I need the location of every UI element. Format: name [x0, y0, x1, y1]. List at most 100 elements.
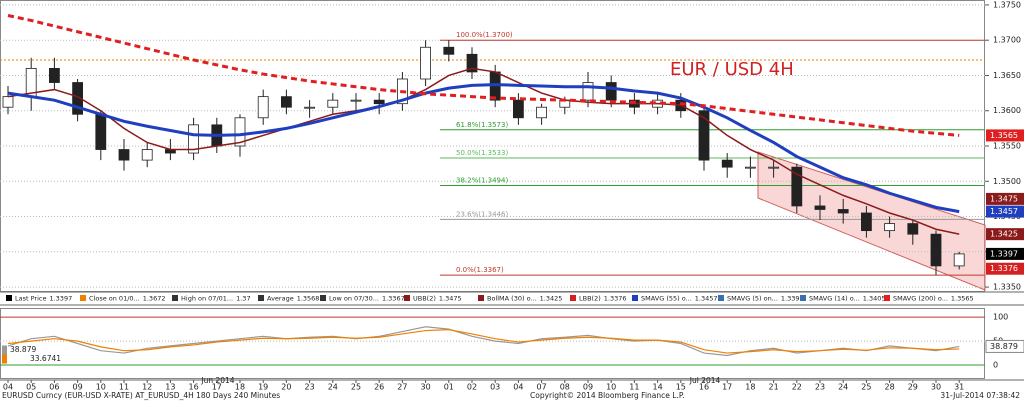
- month-label: Jul 2014: [689, 376, 721, 385]
- legend-value: 1.3672: [143, 295, 166, 303]
- x-tick-label: 27: [397, 383, 407, 392]
- x-tick-label: 17: [212, 383, 222, 392]
- legend-swatch: [632, 295, 638, 301]
- y-tick-label: 1.3700: [993, 36, 1021, 45]
- candle-body: [234, 117, 246, 147]
- legend-label: BollMA (30) o...: [487, 295, 537, 303]
- candle-body: [373, 99, 385, 105]
- candle-body: [350, 99, 362, 102]
- price-tag: [986, 129, 1024, 142]
- legend-swatch: [172, 295, 178, 301]
- x-tick-label: 30: [931, 383, 941, 392]
- month-label: Jun 2014: [200, 376, 234, 385]
- x-tick-label: 16: [189, 383, 199, 392]
- candle-body: [443, 46, 455, 55]
- price-tag-label: 1.3565: [990, 131, 1018, 140]
- x-tick-label: 09: [583, 383, 593, 392]
- x-tick-label: 02: [467, 383, 477, 392]
- candle-body: [304, 106, 316, 109]
- x-tick-label: 15: [676, 383, 686, 392]
- price-tag: [986, 247, 1024, 260]
- osc-tick-label: 0: [993, 361, 998, 370]
- candle-body: [745, 166, 756, 169]
- x-tick-label: 12: [142, 383, 152, 392]
- y-tick-label: 1.3650: [993, 71, 1021, 80]
- overlay-line: [7, 83, 960, 214]
- y-tick-label: 1.3350: [993, 283, 1021, 292]
- candle-body: [536, 106, 547, 119]
- x-tick-label: 10: [606, 383, 616, 392]
- x-tick-label: 30: [421, 383, 431, 392]
- candle-body: [953, 253, 965, 267]
- x-tick-label: 03: [490, 383, 500, 392]
- price-tag-label: 1.3457: [990, 207, 1018, 216]
- candle-body: [698, 110, 710, 161]
- x-tick-label: 29: [908, 383, 918, 392]
- fib-label: 100.0%(1.3700): [456, 31, 513, 39]
- y-tick-label: 1.3550: [993, 142, 1021, 151]
- footer-timestamp: 31-Jul-2014 07:38:42: [940, 391, 1020, 400]
- candle-body: [466, 53, 478, 73]
- candle-body: [2, 96, 14, 108]
- overlay-line: [7, 14, 960, 137]
- osc-tag-label: 33.6741: [30, 354, 61, 363]
- fib-label: 61.8%(1.3573): [456, 121, 508, 129]
- footer-copyright: Copyright© 2014 Bloomberg Finance L.P.: [530, 391, 685, 400]
- y-tick-label: 1.3750: [993, 0, 1021, 9]
- legend-label: LBB(2): [579, 295, 601, 303]
- osc-tag: [985, 339, 1024, 353]
- candle-body: [837, 209, 849, 214]
- fib-label: 0.0%(1.3367): [456, 266, 504, 274]
- x-tick-label: 25: [351, 383, 361, 392]
- plot-layer: 1.3750 1.3700 1.3650 1.3600 1.3550 1.3500 1.34…: [0, 0, 1024, 392]
- fib-label: 23.6%(1.3446): [456, 210, 508, 218]
- fib-label: 50.0%(1.3533): [456, 149, 508, 157]
- candle-body: [72, 82, 83, 115]
- osc-tag-label: 38.879: [990, 342, 1018, 351]
- x-tick-label: 05: [26, 383, 36, 392]
- annotation: EUR / USD 4H: [670, 59, 794, 80]
- x-tick-label: 24: [838, 383, 848, 392]
- price-tag-label: 1.3475: [990, 194, 1018, 203]
- overlay-line: [7, 67, 960, 235]
- footer-source: EURUSD Curncy (EUR-USD X-RATE) AT_EURUSD…: [2, 391, 280, 400]
- legend-value: 1.3367: [382, 295, 405, 303]
- x-tick-label: 10: [96, 383, 106, 392]
- x-tick-label: 13: [165, 383, 175, 392]
- candle-body: [49, 68, 60, 83]
- legend-swatch: [570, 295, 576, 301]
- legend-label: UBB(2): [413, 295, 436, 303]
- price-tag-label: 1.3425: [990, 230, 1018, 239]
- x-tick-label: 20: [281, 383, 291, 392]
- x-tick-label: 04: [3, 383, 13, 392]
- x-tick-label: 08: [560, 383, 570, 392]
- legend-value: 1.3405: [863, 295, 886, 303]
- x-tick-label: 04: [513, 383, 523, 392]
- candle-body: [513, 99, 524, 119]
- legend-value: 1.3393: [781, 295, 804, 303]
- candle-body: [95, 113, 107, 150]
- x-tick-label: 24: [328, 383, 338, 392]
- x-tick-label: 31: [954, 383, 964, 392]
- price-tag-label: 1.3376: [990, 264, 1018, 273]
- candle-body: [582, 82, 594, 101]
- x-tick-label: 19: [258, 383, 268, 392]
- candle-body: [257, 96, 269, 119]
- price-tag: [986, 228, 1024, 241]
- legend-swatch: [478, 295, 484, 301]
- x-tick-label: 26: [374, 383, 384, 392]
- legend-value: 1.3397: [49, 295, 72, 303]
- candle-body: [861, 212, 872, 232]
- legend-label: High on 07/01...: [181, 295, 233, 303]
- legend-swatch: [800, 295, 806, 301]
- legend-value: 1.3565: [951, 295, 974, 303]
- legend-label: Average: [267, 295, 294, 303]
- x-tick-label: 25: [861, 383, 871, 392]
- osc-tick-label: 100: [993, 313, 1008, 322]
- osc-tag-label: 38.879: [10, 345, 36, 354]
- candle-body: [605, 82, 617, 101]
- legend-value: 1.3425: [540, 295, 563, 303]
- x-tick-label: 22: [792, 383, 802, 392]
